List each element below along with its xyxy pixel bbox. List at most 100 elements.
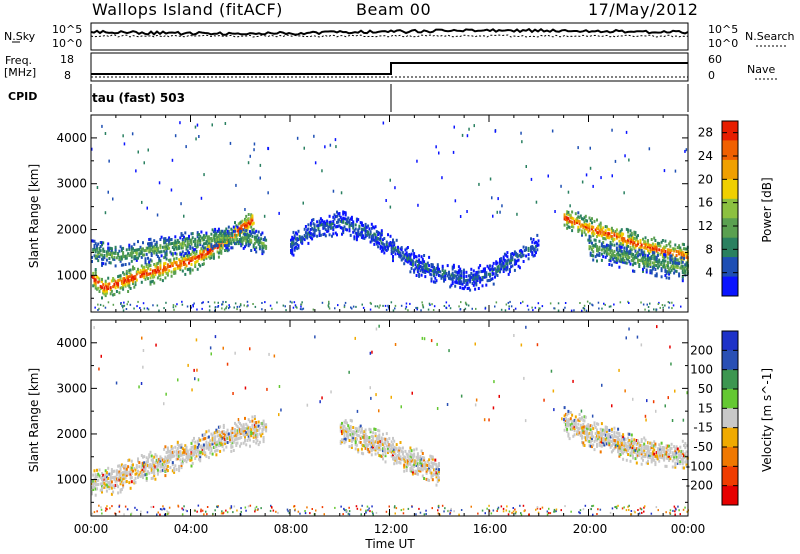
velocity-cell (390, 444, 393, 448)
power-cell (389, 205, 392, 209)
velocity-cell (239, 428, 241, 432)
velocity-cell (602, 436, 605, 440)
velocity-cell (383, 445, 386, 449)
power-cell (510, 256, 513, 260)
velocity-cell (349, 425, 352, 429)
power-cell (664, 274, 667, 277)
velocity-cell (380, 436, 383, 440)
power-cell (393, 247, 396, 251)
power-cell (236, 227, 239, 231)
velocity-cell (666, 448, 669, 452)
cpid-label: CPID (8, 90, 38, 103)
power-cell (215, 235, 218, 239)
velocity-cell (364, 428, 367, 432)
power-cell (632, 269, 634, 273)
power-cell (584, 233, 587, 237)
power-cell (211, 246, 214, 250)
power-cell (428, 264, 431, 268)
velocity-cell (197, 504, 200, 507)
velocity-cell (389, 447, 392, 451)
velocity-cell (600, 440, 603, 444)
velocity-cell (435, 475, 438, 479)
power-cell (261, 243, 264, 247)
velocity-cell (586, 434, 588, 438)
power-cell (377, 241, 380, 245)
velocity-cell (380, 454, 383, 458)
power-cell (220, 240, 223, 244)
power-cell (295, 241, 297, 245)
power-cell (633, 261, 636, 265)
power-cell (230, 231, 233, 235)
power-cell (234, 229, 236, 233)
power-cell (428, 255, 431, 259)
power-cell (165, 245, 168, 249)
velocity-cell (234, 428, 236, 431)
velocity-cell (617, 440, 620, 443)
power-cell (227, 248, 230, 252)
power-cell (452, 150, 455, 154)
velocity-cell (168, 456, 171, 460)
power-cell (628, 252, 631, 255)
power-cell (605, 254, 608, 257)
power-cell (185, 251, 188, 255)
velocity-cell (173, 454, 176, 458)
power-cell (214, 240, 217, 244)
velocity-cell (144, 467, 147, 470)
power-cell (564, 302, 567, 304)
power-cell (249, 240, 251, 244)
power-cell (481, 278, 484, 282)
power-cell (107, 242, 110, 246)
velocity-cell (240, 423, 243, 427)
velocity-cell (343, 437, 346, 441)
x-tick-label: 12:00 (373, 522, 409, 536)
power-cell (523, 249, 526, 252)
power-cell (655, 274, 658, 278)
velocity-cell (423, 466, 426, 470)
power-cell (608, 244, 611, 248)
power-cell (134, 277, 137, 280)
velocity-cell (653, 452, 656, 456)
power-cell (148, 272, 151, 276)
velocity-cell (140, 470, 143, 474)
power-cell (645, 258, 648, 262)
power-cell (640, 243, 643, 247)
power-cell (680, 250, 683, 254)
power-cell (174, 261, 177, 265)
power-cell (608, 232, 611, 236)
power-cell (456, 271, 459, 274)
power-cell (479, 264, 482, 268)
power-cell (359, 233, 362, 237)
power-cell (441, 264, 444, 268)
power-cell (229, 238, 232, 241)
power-cell (198, 233, 200, 236)
power-cell (436, 267, 439, 271)
velocity-cell (390, 446, 393, 450)
velocity-cell (174, 445, 177, 449)
power-cell (164, 239, 167, 243)
power-cell (209, 256, 212, 260)
power-cell (181, 303, 184, 306)
power-cell (179, 266, 182, 270)
power-cell (334, 215, 337, 219)
power-cell (322, 224, 325, 228)
power-cell (634, 239, 637, 243)
power-cell (184, 239, 187, 243)
velocity-cell (224, 433, 227, 437)
power-cell (418, 272, 421, 276)
velocity-cell (170, 451, 173, 455)
power-cell (681, 275, 684, 279)
velocity-cell (110, 476, 113, 480)
velocity-cell (602, 439, 605, 442)
velocity-cell (600, 434, 603, 438)
power-cell (479, 276, 482, 280)
velocity-cell (109, 472, 112, 476)
power-cell (226, 238, 229, 242)
power-cell (171, 241, 174, 245)
power-cell (318, 223, 321, 227)
power-cell (255, 240, 258, 244)
power-cell (124, 263, 127, 266)
velocity-cell (392, 451, 394, 455)
velocity-cell (258, 426, 261, 430)
power-cell (112, 257, 115, 261)
power-cell (338, 218, 341, 222)
